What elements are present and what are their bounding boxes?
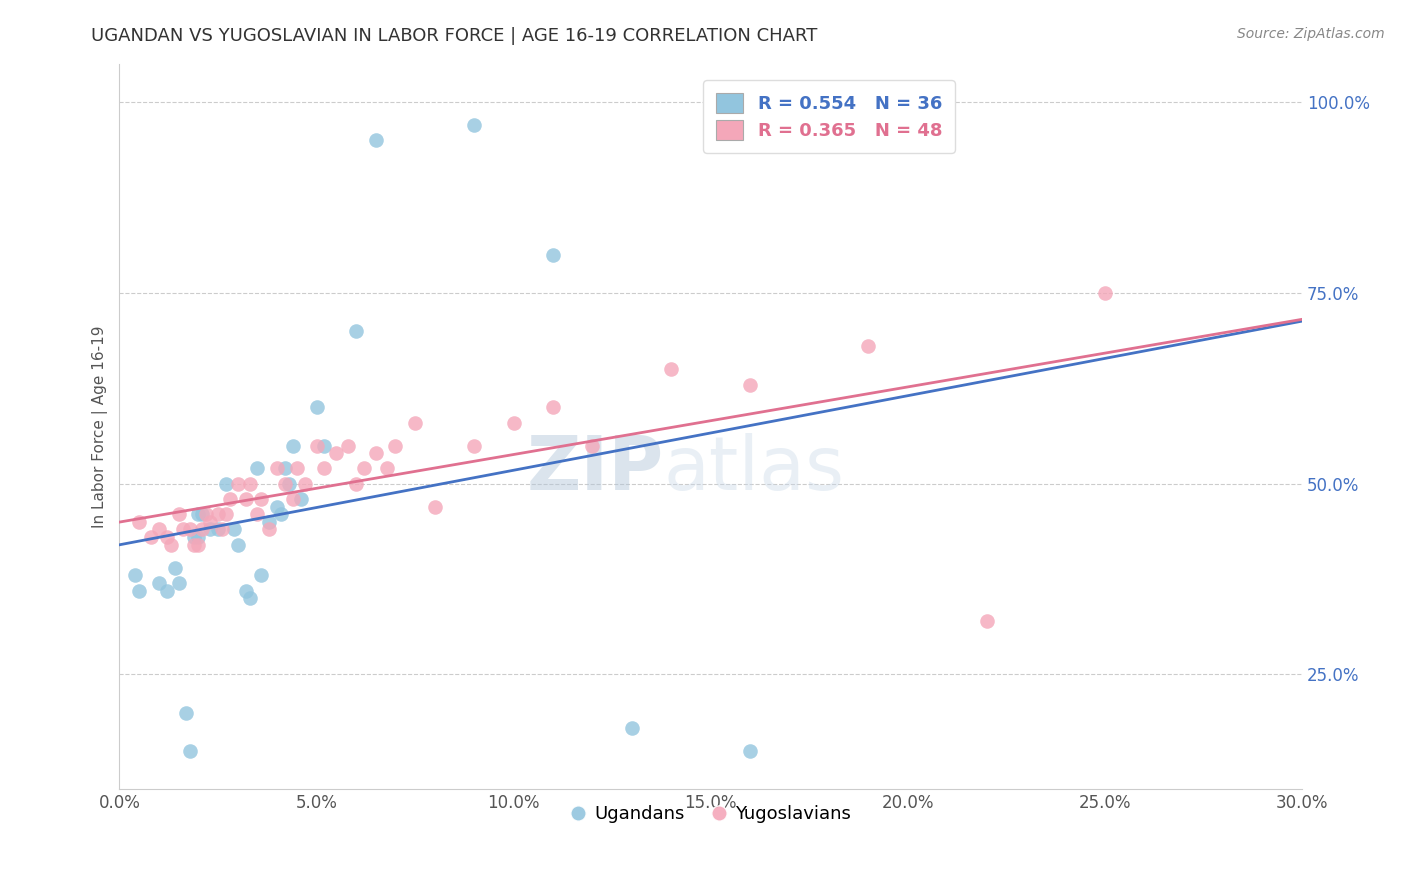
Point [179,744,201,758]
Point [364,446,387,460]
Point [620,721,643,735]
Point [377,461,399,475]
Point [404,416,426,430]
Point [463,438,485,452]
Point [235,583,257,598]
Point [124,568,146,582]
Point [222,523,245,537]
Point [344,324,367,338]
Point [215,507,238,521]
Point [344,476,367,491]
Point [364,133,387,147]
Point [541,401,564,415]
Point [858,339,880,353]
Y-axis label: In Labor Force | Age 16-19: In Labor Force | Age 16-19 [93,326,108,528]
Point [215,476,238,491]
Point [179,523,201,537]
Point [274,476,297,491]
Point [176,706,198,720]
Point [246,507,269,521]
Point [148,523,170,537]
Point [294,476,316,491]
Point [740,744,762,758]
Point [187,538,209,552]
Point [191,507,214,521]
Point [226,476,249,491]
Point [207,523,229,537]
Point [156,530,179,544]
Point [976,614,998,628]
Point [278,476,301,491]
Point [281,491,304,506]
Point [211,523,233,537]
Point [740,377,762,392]
Point [314,461,336,475]
Point [198,523,221,537]
Point [266,461,288,475]
Text: ZIP: ZIP [526,434,664,507]
Point [270,507,292,521]
Point [163,560,186,574]
Point [187,530,209,544]
Point [659,362,682,376]
Point [463,118,485,132]
Point [250,491,273,506]
Point [195,507,218,521]
Text: atlas: atlas [664,434,845,507]
Point [257,515,280,529]
Point [167,575,190,590]
Point [167,507,190,521]
Point [238,476,260,491]
Point [246,461,269,475]
Point [207,507,229,521]
Point [128,583,150,598]
Point [1094,285,1116,300]
Point [238,591,260,606]
Point [325,446,347,460]
Text: UGANDAN VS YUGOSLAVIAN IN LABOR FORCE | AGE 16-19 CORRELATION CHART: UGANDAN VS YUGOSLAVIAN IN LABOR FORCE | … [91,27,818,45]
Point [128,515,150,529]
Point [218,491,240,506]
Point [156,583,179,598]
Text: Source: ZipAtlas.com: Source: ZipAtlas.com [1237,27,1385,41]
Point [139,530,162,544]
Point [290,491,312,506]
Point [314,438,336,452]
Point [285,461,308,475]
Point [183,538,205,552]
Point [305,438,328,452]
Point [250,568,273,582]
Point [502,416,524,430]
Point [257,523,280,537]
Point [266,500,288,514]
Point [384,438,406,452]
Point [148,575,170,590]
Point [353,461,375,475]
Point [235,491,257,506]
Point [191,523,214,537]
Point [541,248,564,262]
Point [581,438,603,452]
Point [305,401,328,415]
Point [337,438,360,452]
Point [281,438,304,452]
Legend: Ugandans, Yugoslavians: Ugandans, Yugoslavians [564,798,858,830]
Point [187,507,209,521]
Point [274,461,297,475]
Point [183,530,205,544]
Point [159,538,181,552]
Point [172,523,194,537]
Point [198,515,221,529]
Point [226,538,249,552]
Point [423,500,446,514]
